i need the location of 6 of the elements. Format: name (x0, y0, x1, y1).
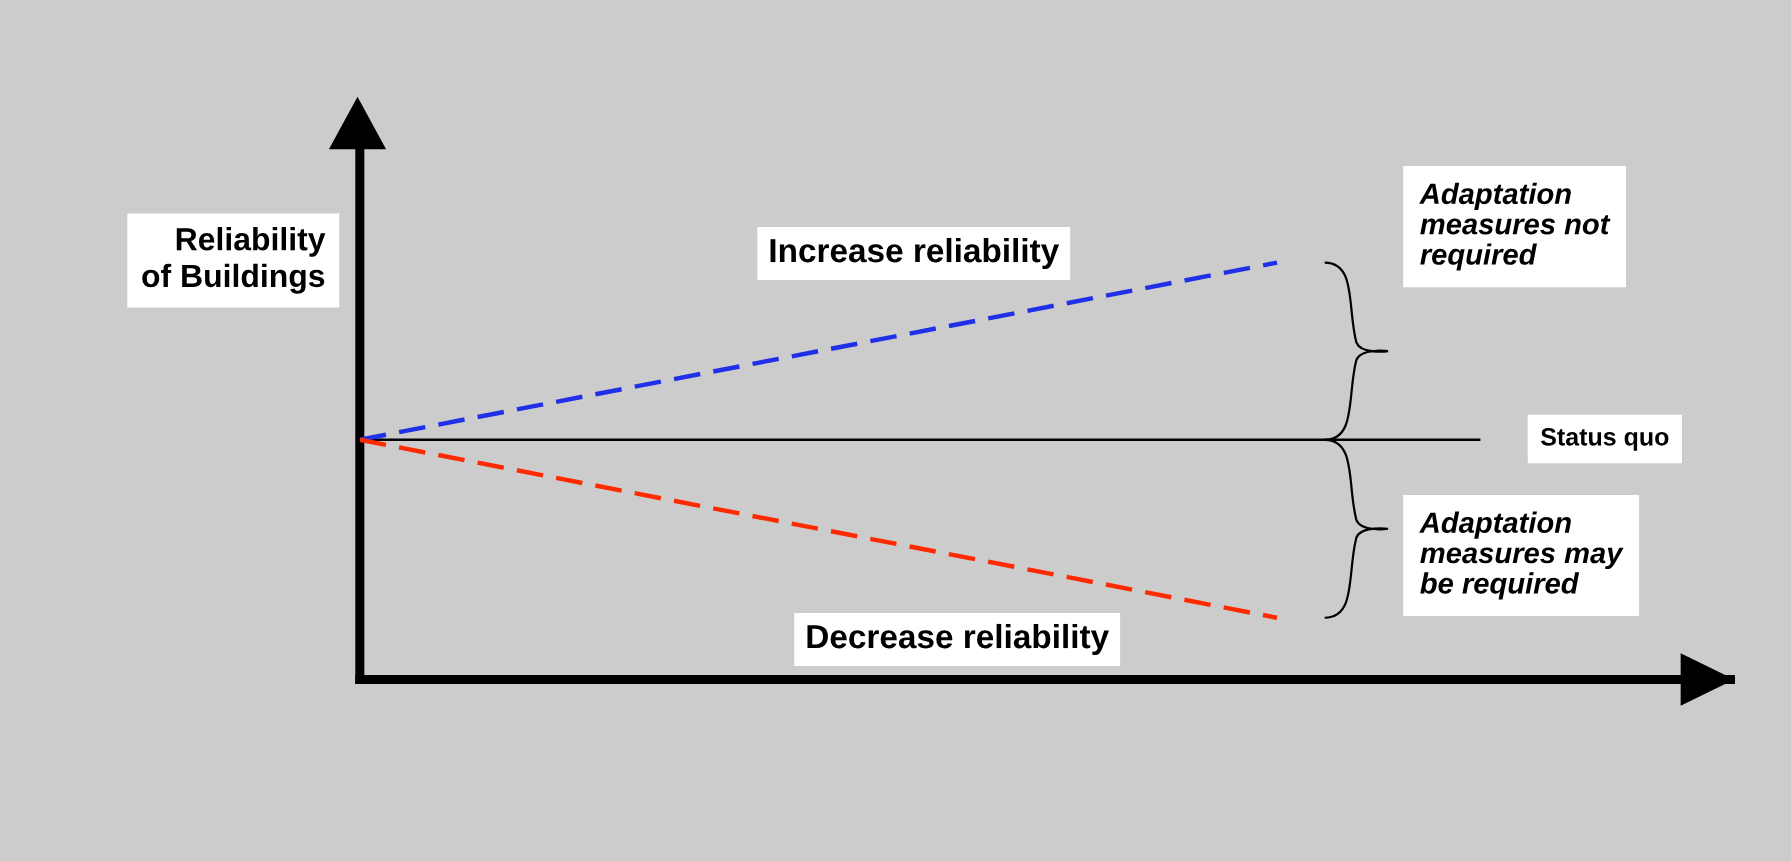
series-label: Decrease reliability (807, 623, 1109, 656)
annotation: Adaptation measures may be required (1419, 511, 1624, 600)
annotation: Adaptation measures not required (1419, 182, 1611, 271)
y-axis-title: Reliability of Buildings (142, 227, 326, 294)
ref-line-label: Status quo (1540, 427, 1669, 451)
series-label: Increase reliability (770, 237, 1060, 270)
